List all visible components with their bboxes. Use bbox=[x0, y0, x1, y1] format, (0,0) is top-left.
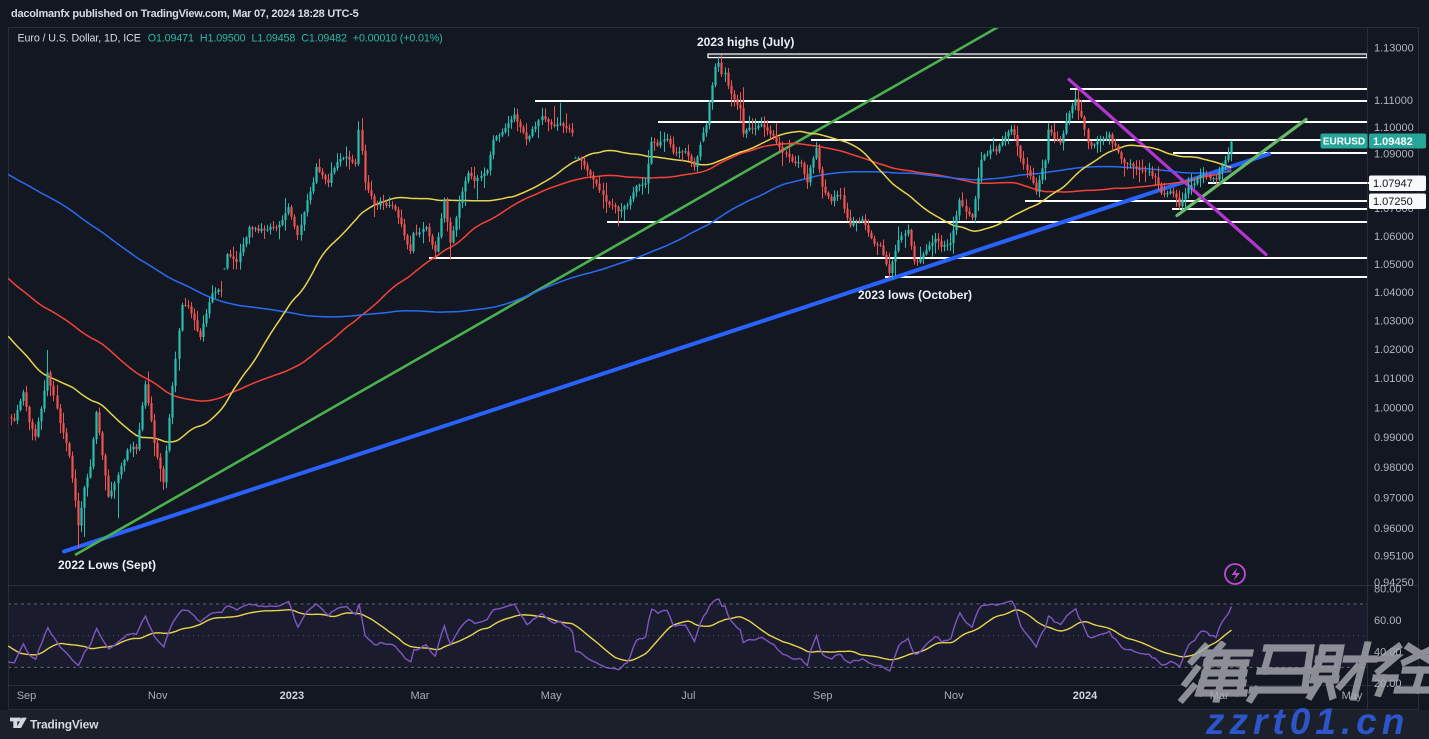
svg-text:0.98000: 0.98000 bbox=[1374, 462, 1414, 474]
svg-text:1.00000: 1.00000 bbox=[1374, 403, 1414, 415]
svg-text:Mar: Mar bbox=[411, 690, 430, 702]
svg-text:0.99000: 0.99000 bbox=[1374, 432, 1414, 444]
svg-text:1.13000: 1.13000 bbox=[1374, 43, 1414, 55]
svg-text:0.96000: 0.96000 bbox=[1374, 523, 1414, 535]
svg-text:0.95100: 0.95100 bbox=[1374, 551, 1414, 563]
svg-text:1.09482: 1.09482 bbox=[1373, 136, 1413, 148]
svg-text:2023 highs (July): 2023 highs (July) bbox=[697, 35, 794, 49]
svg-text:2023: 2023 bbox=[280, 690, 304, 702]
svg-text:60.00: 60.00 bbox=[1374, 615, 1402, 627]
svg-text:2024: 2024 bbox=[1073, 690, 1098, 702]
svg-text:1.06000: 1.06000 bbox=[1374, 231, 1414, 243]
svg-text:1.04000: 1.04000 bbox=[1374, 287, 1414, 299]
svg-text:Sep: Sep bbox=[813, 690, 833, 702]
svg-text:1.11000: 1.11000 bbox=[1374, 95, 1413, 107]
svg-text:EURUSD: EURUSD bbox=[1323, 137, 1365, 148]
svg-text:TradingView: TradingView bbox=[30, 718, 99, 732]
svg-text:1.09000: 1.09000 bbox=[1374, 149, 1414, 161]
svg-text:1.07250: 1.07250 bbox=[1373, 196, 1413, 208]
svg-text:Sep: Sep bbox=[17, 690, 37, 702]
svg-text:1.03000: 1.03000 bbox=[1374, 316, 1414, 328]
svg-text:Nov: Nov bbox=[148, 690, 168, 702]
svg-text:2023 lows (October): 2023 lows (October) bbox=[858, 288, 972, 302]
svg-text:2022 Lows (Sept): 2022 Lows (Sept) bbox=[58, 558, 156, 572]
svg-text:1.07947: 1.07947 bbox=[1373, 178, 1413, 190]
svg-text:Nov: Nov bbox=[944, 690, 964, 702]
svg-text:1.02000: 1.02000 bbox=[1374, 344, 1414, 356]
svg-text:80.00: 80.00 bbox=[1374, 584, 1402, 596]
svg-text:1.01000: 1.01000 bbox=[1374, 373, 1414, 385]
svg-text:Jul: Jul bbox=[681, 690, 695, 702]
svg-text:dacolmanfx published on Tradin: dacolmanfx published on TradingView.com,… bbox=[11, 8, 359, 20]
svg-text:1.10000: 1.10000 bbox=[1374, 122, 1414, 134]
svg-text:0.94250: 0.94250 bbox=[1374, 577, 1414, 589]
svg-text:1.05000: 1.05000 bbox=[1374, 259, 1414, 271]
svg-text:0.97000: 0.97000 bbox=[1374, 492, 1414, 504]
svg-text:May: May bbox=[541, 690, 562, 702]
